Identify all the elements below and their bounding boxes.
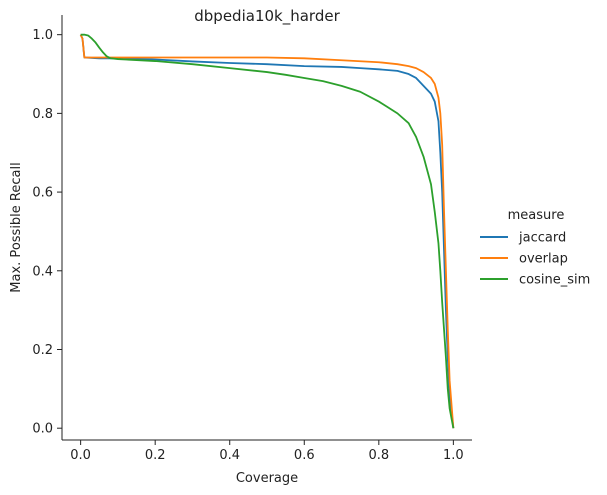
chart-title: dbpedia10k_harder xyxy=(194,7,340,26)
axes: 0.0 0.2 0.4 0.6 0.8 1.0 0.0 0.2 0.4 0.6 0.8 1.0 xyxy=(32,15,472,463)
legend-title: measure xyxy=(508,208,565,223)
plot-lines xyxy=(79,33,455,429)
x-axis-label: Coverage xyxy=(236,471,298,486)
y-tick-label: 0.8 xyxy=(32,107,53,122)
y-tick-label: 0.6 xyxy=(32,186,53,201)
legend-label-cosine_sim: cosine_sim xyxy=(519,273,590,288)
x-tick-label: 1.0 xyxy=(443,448,464,463)
series-line-jaccard xyxy=(79,34,455,429)
y-tick-label: 0.4 xyxy=(32,264,53,279)
legend-label-overlap: overlap xyxy=(519,252,568,267)
y-tick-label: 0.2 xyxy=(32,343,53,358)
x-tick-label: 0.2 xyxy=(145,448,166,463)
series-line-overlap xyxy=(79,34,455,429)
y-tick-label: 0.0 xyxy=(32,422,53,437)
x-tick-label: 0.4 xyxy=(219,448,240,463)
x-tick-label: 0.6 xyxy=(294,448,315,463)
series-line-cosine_sim xyxy=(80,33,455,429)
y-tick-label: 1.0 xyxy=(32,28,53,43)
y-axis-label: Max. Possible Recall xyxy=(9,162,24,292)
legend: measure jaccard overlap cosine_sim xyxy=(480,208,590,288)
x-tick-label: 0.8 xyxy=(368,448,389,463)
x-tick-label: 0.0 xyxy=(70,448,91,463)
legend-label-jaccard: jaccard xyxy=(518,231,566,246)
